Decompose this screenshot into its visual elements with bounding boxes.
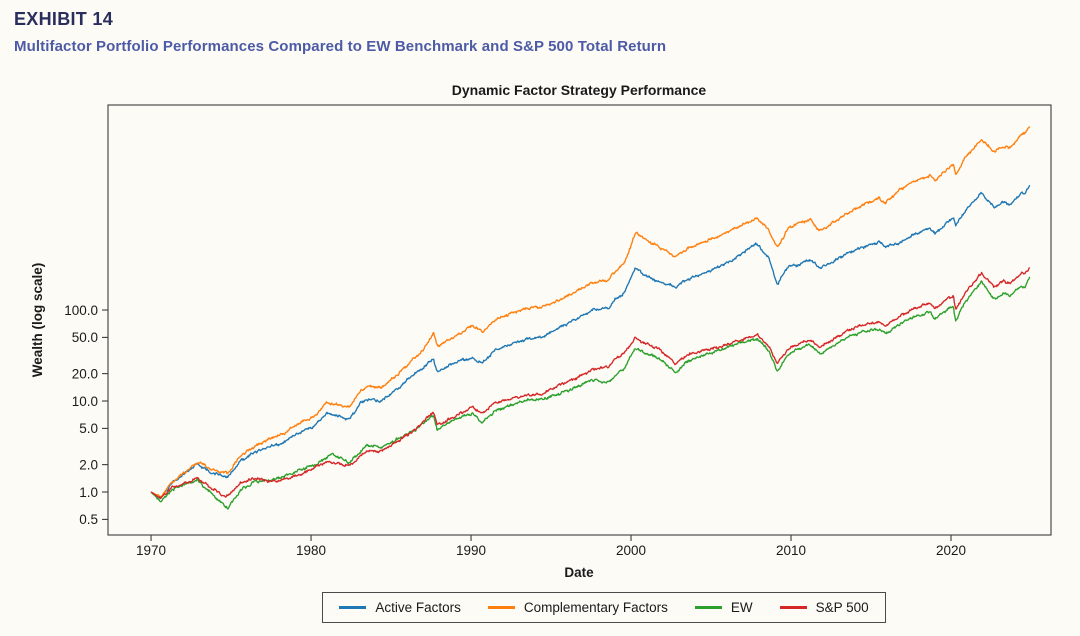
x-axis-label: Date — [564, 565, 594, 580]
legend-item-active-factors: Active Factors — [339, 600, 461, 615]
chart-title: Dynamic Factor Strategy Performance — [452, 82, 707, 98]
legend-label: S&P 500 — [815, 600, 869, 615]
y-tick-label: 100.0 — [64, 303, 98, 318]
legend-line-swatch — [339, 606, 367, 609]
x-tick-label: 2020 — [936, 543, 966, 558]
y-tick-label: 10.0 — [72, 394, 98, 409]
y-tick-label: 0.5 — [79, 512, 98, 527]
axes-layer: 0.5 1.0 2.0 5.0 10.0 20.0 50.0 100.0 1970 1980 199… — [64, 104, 1052, 558]
exhibit-subtitle: Multifactor Portfolio Performances Compa… — [14, 38, 667, 55]
y-tick-label: 2.0 — [79, 457, 98, 472]
y-tick-label: 20.0 — [72, 366, 98, 381]
x-tick-label: 2010 — [776, 543, 806, 558]
plot-border — [107, 104, 1052, 536]
chart-figure: Dynamic Factor Strategy Performance Date… — [0, 76, 1080, 593]
legend-label: Complementary Factors — [523, 600, 668, 615]
legend-line-swatch — [487, 606, 515, 609]
legend-wrap: Active Factors Complementary Factors EW S&P… — [0, 592, 1080, 623]
x-tick-label: 1980 — [296, 543, 326, 558]
series-line-ew — [150, 276, 1031, 510]
legend-label: EW — [730, 600, 753, 615]
legend-line-swatch — [694, 606, 722, 609]
series-layer — [150, 126, 1031, 510]
x-tick-label: 1970 — [136, 543, 166, 558]
legend-item-ew: EW — [694, 600, 753, 615]
chart-legend: Active Factors Complementary Factors EW S&P… — [322, 592, 886, 623]
series-line-complementary-factors — [150, 126, 1031, 498]
legend-label: Active Factors — [375, 600, 461, 615]
series-line-active-factors — [150, 184, 1031, 499]
exhibit-header: EXHIBIT 14 Multifactor Portfolio Perform… — [14, 9, 666, 55]
y-tick-label: 1.0 — [79, 485, 98, 500]
legend-line-swatch — [779, 606, 807, 609]
plot-svg: Dynamic Factor Strategy Performance Date… — [30, 82, 1052, 580]
x-tick-label: 1990 — [456, 543, 486, 558]
y-tick-label: 5.0 — [79, 421, 98, 436]
series-line-s-p-500 — [150, 266, 1031, 500]
exhibit-number: EXHIBIT 14 — [14, 9, 114, 29]
legend-item-complementary-factors: Complementary Factors — [487, 600, 668, 615]
x-tick-label: 2000 — [616, 543, 646, 558]
y-tick-label: 50.0 — [72, 330, 98, 345]
legend-item-s-p-500: S&P 500 — [779, 600, 869, 615]
y-axis-label: Wealth (log scale) — [30, 263, 45, 378]
